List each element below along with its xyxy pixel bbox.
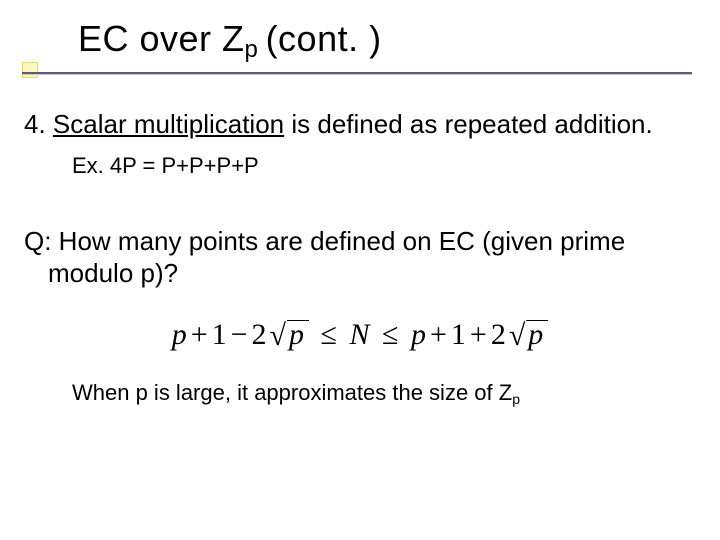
divider-light [22,74,692,75]
f-plus2: + [427,318,451,351]
title-rule [22,62,692,80]
note-sub: p [512,391,520,407]
point-bold: Scalar multiplication [53,109,284,139]
bullet-square-icon [22,62,38,78]
title-suffix: (cont. ) [266,18,382,59]
sqrt-icon: √p [268,318,309,352]
f-le2: ≤ [379,318,402,351]
point-4: 4. Scalar multiplication is defined as r… [24,108,696,141]
f-sqrt1: p [287,320,309,350]
slide: EC over Zp (cont. ) 4. Scalar multiplica… [0,0,720,540]
f-plus1: + [188,318,212,351]
question-inner: Q: How many points are defined on EC (gi… [24,225,696,290]
f-minus: − [228,318,252,351]
f-one2: 1 [451,318,467,351]
title-subscript: p [245,36,266,63]
f-sqrt2: p [526,320,548,350]
f-plus3: + [467,318,491,351]
slide-title: EC over Zp (cont. ) [78,18,382,60]
f-one1: 1 [212,318,228,351]
point-number: 4. [24,109,53,139]
question-text: Q: How many points are defined on EC (gi… [24,225,696,290]
f-le1: ≤ [318,318,341,351]
point-rest: is defined as repeated addition. [284,109,653,139]
f-p1: p [172,318,188,351]
f-two1: 2 [252,318,268,351]
f-N: N [349,318,370,351]
slide-body: 4. Scalar multiplication is defined as r… [24,108,696,406]
title-prefix: EC over Z [78,18,245,59]
approx-note: When p is large, it approximates the siz… [72,380,696,406]
sqrt-icon: √p [507,318,548,352]
example-text: Ex. 4P = P+P+P+P [72,153,696,179]
f-two2: 2 [491,318,507,351]
note-prefix: When p is large, it approximates the siz… [72,380,512,405]
hasse-bound-formula: p+1−2√p ≤ N ≤ p+1+2√p [24,318,696,352]
f-p2: p [411,318,427,351]
